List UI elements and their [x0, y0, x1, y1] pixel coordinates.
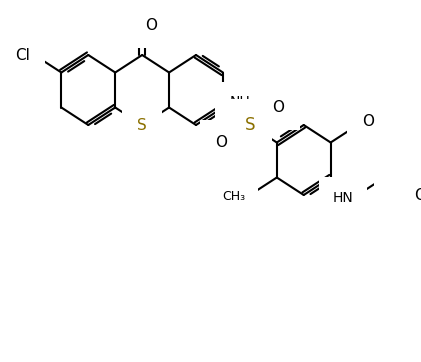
Text: O: O [215, 135, 227, 150]
Text: O: O [272, 100, 285, 115]
Text: S: S [137, 118, 147, 132]
Text: O: O [145, 18, 157, 33]
Text: HN: HN [333, 191, 353, 205]
Text: O: O [414, 188, 421, 202]
Text: Cl: Cl [15, 47, 30, 63]
Text: S: S [245, 116, 255, 134]
Text: NH: NH [229, 96, 250, 109]
Text: O: O [362, 114, 374, 130]
Text: CH₃: CH₃ [222, 190, 245, 203]
